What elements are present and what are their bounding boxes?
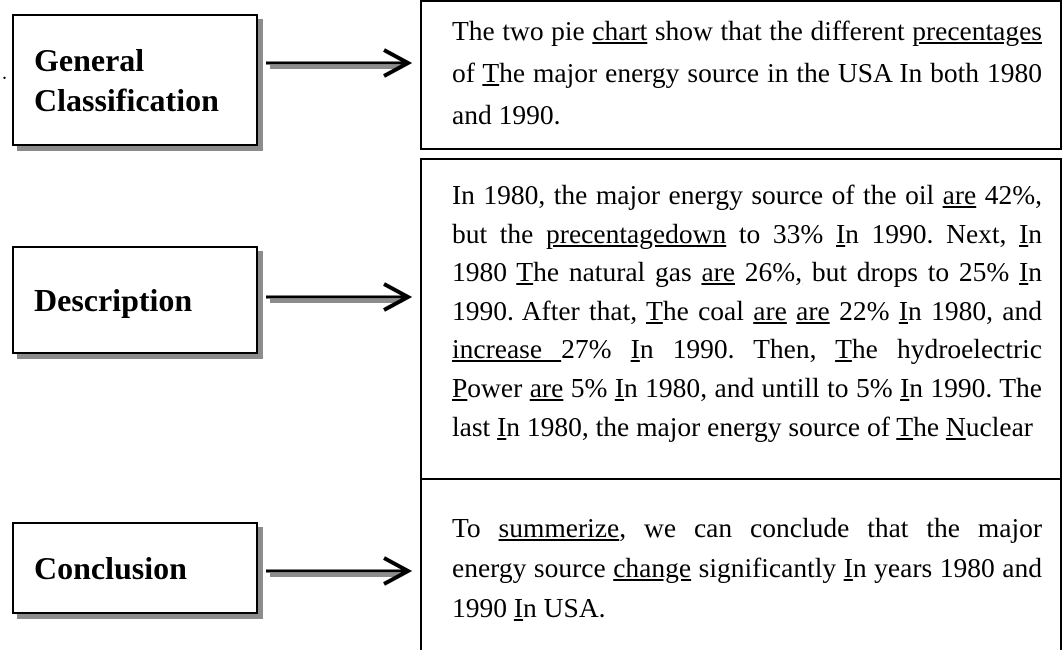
text-run: are — [796, 294, 830, 326]
text-run: n 1980 — [908, 294, 987, 326]
text-run: precentages — [912, 15, 1042, 46]
text-run: I — [843, 552, 853, 583]
label-box: Conclusion — [12, 522, 258, 614]
text-run: n 1980 — [452, 217, 1042, 288]
arrow — [266, 556, 413, 586]
text-run: but drops to 25% — [802, 256, 1020, 288]
text-run: N — [945, 410, 966, 442]
text-run: to 33% — [726, 217, 836, 249]
text-run: , — [795, 256, 803, 288]
text-run: T — [482, 57, 500, 88]
text-run: he natural gas — [533, 256, 702, 288]
text-run: 22% — [829, 294, 899, 326]
text-run: and — [992, 294, 1043, 326]
label-box: General Classification — [12, 14, 258, 146]
text-run: and untill to 5% — [707, 371, 901, 403]
text-run: I — [1019, 217, 1029, 249]
text-run: he — [913, 410, 946, 442]
text-run: I — [513, 592, 524, 623]
text-run: are — [701, 256, 736, 288]
text-run: he hydroelectric — [851, 333, 1043, 365]
text-run: T — [896, 410, 914, 442]
text-run: n USA. — [523, 592, 606, 623]
label-box: Description — [12, 246, 258, 354]
text-run: The two pie — [452, 15, 593, 46]
text-run: I — [497, 410, 507, 442]
arrow — [266, 48, 413, 78]
text-run: precentagedown — [546, 217, 727, 249]
text-run: T — [835, 333, 852, 365]
text-run: change — [613, 552, 692, 583]
margin-mark: . — [2, 62, 7, 84]
text-run: I — [614, 371, 624, 403]
text-run: , — [986, 294, 993, 326]
text-run: increase — [452, 333, 562, 365]
text-run: I — [1019, 256, 1029, 288]
text-run: I — [835, 217, 846, 249]
text-run: 42% — [976, 179, 1036, 210]
text-run: T — [646, 294, 663, 326]
text-run: T — [516, 256, 534, 288]
label: Conclusion — [34, 550, 187, 586]
text-run: , — [700, 371, 708, 403]
text-run: show that the different — [647, 15, 913, 46]
text-run: n 1980, the major energy source of — [506, 410, 897, 442]
text-run: I — [898, 294, 908, 326]
text-run: ower — [467, 371, 530, 403]
text-run: n 1990. Next, — [845, 217, 1020, 249]
text-run: I — [900, 371, 910, 403]
label: General Classification — [34, 42, 219, 118]
text-run: but the — [452, 217, 547, 249]
text-run: are — [753, 294, 787, 326]
text-run: summerize — [498, 512, 620, 543]
text-run: significantly — [691, 552, 844, 583]
text-run: he major energy source in the USA In bot… — [452, 57, 1042, 130]
text-run: are — [529, 371, 564, 403]
text-run: 26% — [735, 256, 796, 288]
text-run: n years 1980 and 1990 — [452, 552, 1043, 623]
arrow — [266, 282, 413, 312]
text-run: , — [1035, 179, 1042, 210]
text-run: P — [452, 371, 468, 403]
text-run: To — [452, 512, 499, 543]
text-run: of — [452, 57, 483, 88]
text-run: n 1990. Then, — [639, 333, 836, 365]
text-run: n 1990. The last — [452, 371, 1042, 442]
text-run: he coal — [662, 294, 754, 326]
text-run: 27% — [561, 333, 631, 365]
text-run: n 1980 — [624, 371, 701, 403]
text-box: The two pie chart show that the differen… — [420, 0, 1062, 150]
text-run: chart — [592, 15, 648, 46]
text-box: In 1980, the major energy source of the … — [420, 158, 1062, 478]
text-run: n 1990. After that, — [452, 256, 1042, 326]
label: Description — [34, 282, 193, 318]
text-run: In 1980, the major energy source of the … — [452, 179, 943, 210]
text-run: 5% — [563, 371, 615, 403]
text-run: uclear — [965, 410, 1033, 442]
text-run: are — [942, 179, 977, 210]
text-run — [787, 295, 796, 326]
text-run: I — [630, 333, 640, 365]
text-box: To summerize, we can conclude that the m… — [420, 478, 1062, 650]
text-run: , we can conclude that the major energy … — [452, 512, 1042, 583]
